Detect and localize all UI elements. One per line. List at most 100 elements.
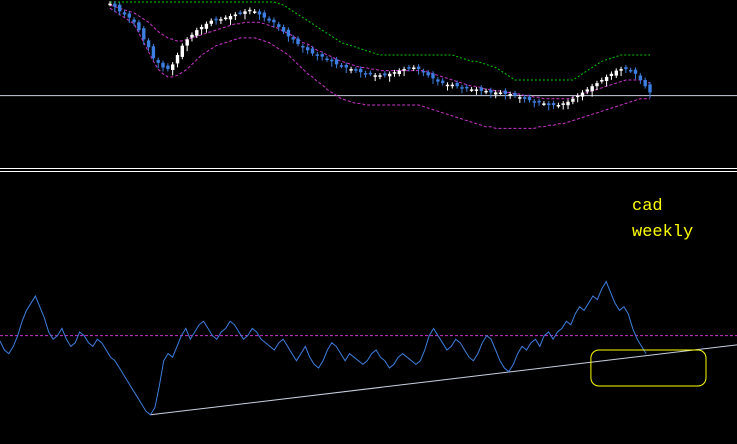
candle-body (219, 19, 223, 21)
candle-body (171, 64, 175, 70)
band-middle-line (109, 4, 651, 100)
candle-body (113, 3, 117, 7)
candle-body (204, 23, 209, 29)
candle-body (354, 69, 358, 71)
candle-body (412, 67, 416, 69)
candle-body (479, 87, 483, 91)
candle-body (537, 100, 541, 103)
candle-body (576, 95, 580, 98)
candle-body (363, 73, 368, 75)
candle-body (566, 101, 570, 106)
candle-body (185, 39, 189, 46)
candle-body (542, 103, 546, 105)
candle-body (585, 89, 589, 92)
candle-body (315, 54, 319, 56)
candle-body (359, 68, 363, 73)
candle-body (146, 40, 151, 48)
candle-body (310, 48, 315, 54)
indicator-line (0, 280, 647, 416)
candle-body (648, 84, 652, 93)
candle-body (503, 90, 508, 94)
candle-body (590, 86, 594, 92)
candle-body (638, 75, 643, 80)
trendline (150, 344, 737, 416)
candle-body (209, 20, 213, 24)
candle-body (643, 80, 647, 87)
candle-body (238, 12, 242, 15)
candle-body (556, 105, 561, 107)
candle-body (253, 11, 257, 13)
candle-body (392, 72, 397, 74)
indicator-panel (0, 280, 737, 416)
candle-body (402, 69, 406, 71)
candle-body (243, 11, 247, 14)
candle-body (518, 97, 522, 99)
candle-body (368, 72, 373, 75)
candle-body (233, 14, 238, 17)
candle-body (257, 11, 262, 15)
candle-body (431, 73, 435, 79)
candle-body (248, 9, 252, 12)
candle-body (383, 73, 387, 76)
candle-body (460, 87, 464, 89)
candle-body (474, 89, 479, 91)
candle-body (320, 54, 324, 57)
candle-body (151, 46, 156, 59)
candle-body (190, 34, 194, 38)
candle-body (228, 16, 233, 20)
candle-body (142, 28, 146, 40)
candle-body (137, 22, 141, 31)
candle-body (373, 75, 377, 77)
candle-body (378, 75, 382, 77)
candle-body (561, 103, 565, 105)
candle-body (436, 79, 440, 82)
candle-body (527, 96, 532, 101)
candle-body (166, 65, 170, 69)
candle-body (629, 70, 633, 72)
candle-body (214, 18, 218, 21)
candle-body (441, 80, 445, 84)
candle-body (619, 69, 623, 71)
candle-body (551, 103, 556, 105)
band-lower-line (109, 7, 650, 129)
candle-body (397, 70, 401, 74)
candle-body (547, 103, 551, 105)
candle-body (334, 59, 339, 65)
candle-body (291, 37, 295, 40)
candle-body (633, 69, 638, 74)
candle-body (175, 55, 180, 64)
candle-body (325, 58, 329, 60)
candle-body (388, 73, 392, 77)
candle-body (118, 4, 122, 12)
candle-body (339, 65, 344, 67)
candle-body (532, 101, 536, 103)
candle-body (127, 13, 131, 18)
candle-body (426, 72, 430, 76)
candle-body (108, 3, 112, 6)
candle-body (344, 65, 348, 68)
candle-body (614, 70, 618, 76)
candle-body (224, 17, 228, 20)
candle-body (465, 86, 469, 89)
candle-body (296, 38, 300, 45)
candle-body (262, 12, 266, 18)
candle-body (489, 90, 493, 93)
candle-body (156, 60, 160, 63)
candle-body (132, 19, 136, 23)
highlight-box (590, 349, 707, 387)
annotation-symbol: cad (632, 197, 663, 216)
candle-body (494, 92, 498, 95)
candle-body (195, 30, 199, 36)
candle-body (604, 76, 609, 81)
candle-body (624, 67, 628, 70)
candle-body (445, 84, 450, 87)
candle-body (523, 97, 527, 99)
candle-body (484, 90, 488, 93)
band-upper-line (110, 1, 650, 81)
candle-body (272, 19, 276, 23)
candle-body (450, 84, 454, 87)
candle-body (595, 83, 599, 87)
annotation-timeframe: weekly (632, 223, 693, 242)
